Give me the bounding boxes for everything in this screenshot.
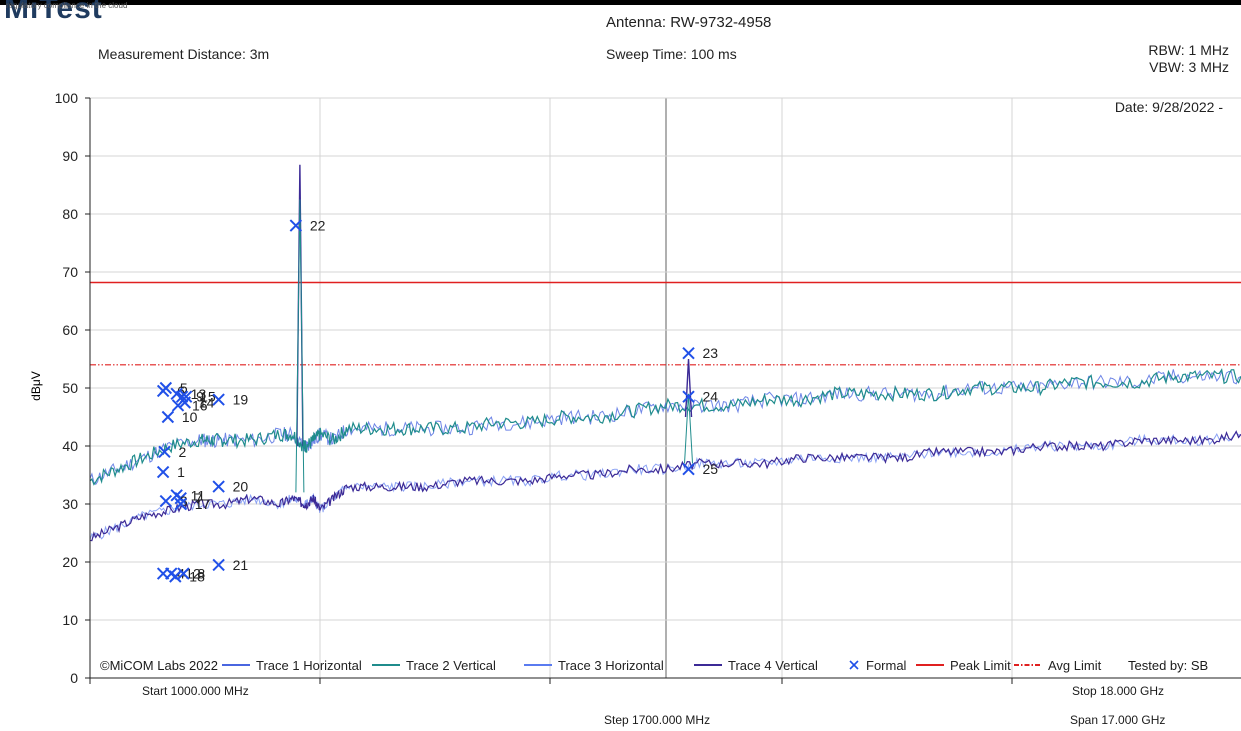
marker-label: 2 <box>178 444 186 460</box>
marker-9 <box>175 390 189 403</box>
date-label: Date: 9/28/2022 - <box>1114 99 1223 115</box>
marker-4 <box>156 567 170 580</box>
legend-label: Formal <box>866 658 907 673</box>
marker-label: 21 <box>233 557 249 573</box>
mitest-logo: MiTest <box>4 0 103 26</box>
marker-label: 14 <box>199 395 215 411</box>
legend-label: Trace 4 Vertical <box>728 658 818 673</box>
marker-3 <box>159 494 173 508</box>
y-axis-label: dBμV <box>29 371 43 401</box>
y-tick-label: 30 <box>62 496 78 512</box>
marker-25 <box>682 462 695 476</box>
marker-13 <box>170 387 183 401</box>
rbw-label: RBW: 1 MHz <box>1148 42 1229 58</box>
marker-label: 17 <box>195 496 211 512</box>
marker-17 <box>174 497 187 511</box>
measurement-distance: Measurement Distance: 3m <box>98 46 270 62</box>
legend-label: Trace 2 Vertical <box>406 658 496 673</box>
legend: Trace 1 Horizontal Trace 2 Vertical Trace … <box>222 658 1102 673</box>
tested-by: Tested by: SB <box>1128 658 1209 673</box>
marker-label: 15 <box>200 389 216 405</box>
stop-freq: Stop 18.000 GHz <box>1072 684 1165 698</box>
marker-16 <box>171 399 185 412</box>
marker-21 <box>212 558 225 572</box>
antenna-label: Antenna: RW-9732-4958 <box>606 14 772 31</box>
trace-1-line <box>89 369 1241 486</box>
legend-label: Peak Limit <box>950 658 1011 673</box>
marker-label: 18 <box>189 569 205 585</box>
marker-label: 9 <box>196 389 204 405</box>
marker-18 <box>169 570 182 583</box>
trace-spike <box>295 199 305 493</box>
vbw-label: VBW: 3 MHz <box>1149 59 1229 75</box>
legend-label: Trace 1 Horizontal <box>256 658 362 673</box>
marker-7 <box>174 491 187 505</box>
copyright: ©MiCOM Labs 2022 <box>100 658 218 673</box>
y-tick-label: 50 <box>62 380 78 396</box>
marker-label: 16 <box>192 397 208 413</box>
marker-24 <box>682 390 695 403</box>
trace-spike <box>684 393 694 464</box>
trace-2-line <box>89 368 1241 486</box>
y-tick-label: 10 <box>62 612 78 628</box>
y-tick-label: 90 <box>62 148 78 164</box>
marker-label: 20 <box>233 479 249 495</box>
marker-label: 11 <box>191 487 206 503</box>
marker-label: 4 <box>177 566 185 582</box>
marker-2 <box>158 445 171 459</box>
formal-markers: 5613159101614192111731720124188212223242… <box>156 218 719 585</box>
marker-20 <box>212 480 225 493</box>
top-border <box>0 0 1241 5</box>
limit-lines <box>90 281 1241 366</box>
legend-label: Trace 3 Horizontal <box>558 658 664 673</box>
marker-label: 1 <box>177 464 185 480</box>
marker-label: 8 <box>197 566 205 582</box>
legend-label: Avg Limit <box>1048 658 1102 673</box>
marker-label: 22 <box>310 218 326 234</box>
marker-label: 5 <box>180 380 188 396</box>
marker-label: 24 <box>703 389 719 405</box>
y-tick-label: 0 <box>70 670 78 686</box>
marker-label: 19 <box>233 392 249 408</box>
trace-4-line <box>89 430 1241 542</box>
marker-23 <box>682 346 695 360</box>
marker-8 <box>177 567 190 580</box>
y-tick-label: 70 <box>62 264 78 280</box>
marker-label: 12 <box>185 566 201 582</box>
y-tick-label: 80 <box>62 206 78 222</box>
span-freq: Span 17.000 GHz <box>1070 713 1166 727</box>
marker-label: 13 <box>191 386 207 402</box>
marker-label: 23 <box>703 345 719 361</box>
y-axis-ticks: 0 10 20 30 40 50 60 70 80 90 100 <box>55 90 90 686</box>
y-tick-label: 40 <box>62 438 78 454</box>
marker-14 <box>178 396 191 409</box>
marker-6 <box>156 384 170 398</box>
marker-label: 7 <box>195 490 203 506</box>
traces <box>89 164 1241 542</box>
marker-label: 25 <box>703 461 719 477</box>
marker-22 <box>289 219 303 232</box>
chart-grid <box>90 97 1241 678</box>
axes <box>89 98 1241 684</box>
y-tick-label: 100 <box>55 90 79 106</box>
marker-1 <box>156 465 170 479</box>
y-tick-label: 20 <box>62 554 78 570</box>
marker-19 <box>212 393 225 406</box>
start-freq: Start 1000.000 MHz <box>142 684 249 698</box>
logo-text: MiTest <box>4 0 103 25</box>
marker-label: 10 <box>182 409 198 425</box>
legend-swatch <box>849 660 859 670</box>
logo-tagline: regulatory compliance in the cloud <box>6 1 128 10</box>
sweep-time: Sweep Time: 100 ms <box>606 46 737 62</box>
marker-10 <box>161 410 175 424</box>
y-tick-label: 60 <box>62 322 78 338</box>
step-freq: Step 1700.000 MHz <box>604 713 711 727</box>
